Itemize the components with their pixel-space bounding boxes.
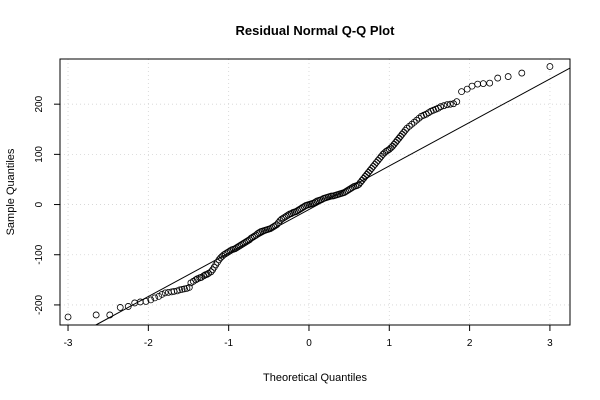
data-point: [368, 165, 376, 172]
data-point: [393, 136, 401, 144]
data-point: [142, 298, 150, 305]
data-point: [328, 192, 335, 200]
data-point: [318, 196, 326, 203]
chart-title: Residual Normal Q-Q Plot: [236, 23, 396, 38]
data-point: [376, 154, 384, 162]
data-point: [106, 311, 114, 319]
data-point: [192, 276, 200, 284]
data-point: [300, 203, 308, 210]
data-point: [185, 283, 193, 291]
x-tick-label: -2: [144, 338, 153, 349]
x-tick-label: -3: [64, 338, 73, 349]
data-point: [151, 294, 159, 302]
data-point: [390, 140, 398, 148]
data-point: [365, 169, 372, 176]
data-point: [415, 114, 423, 122]
data-point: [440, 102, 448, 110]
data-point: [479, 80, 487, 87]
data-point: [392, 138, 400, 146]
data-points: [64, 63, 554, 321]
data-point: [116, 304, 124, 311]
data-point: [64, 313, 72, 321]
data-point: [369, 163, 377, 170]
data-point: [486, 79, 494, 87]
grid: [60, 59, 570, 325]
y-tick-label: 0: [34, 201, 45, 207]
data-point: [176, 286, 184, 294]
data-point: [546, 63, 554, 70]
data-point: [401, 126, 409, 134]
data-point: [147, 296, 155, 304]
data-point: [371, 160, 379, 168]
data-point: [405, 122, 413, 130]
data-point: [255, 229, 263, 237]
x-axis-label: Theoretical Quantiles: [263, 372, 367, 384]
data-point: [463, 85, 471, 93]
y-tick-label: 200: [34, 95, 45, 112]
data-point: [363, 171, 371, 178]
x-tick-label: 1: [387, 338, 393, 349]
data-point: [181, 285, 188, 293]
x-tick-label: 2: [467, 338, 473, 349]
data-point: [400, 128, 408, 136]
data-point: [312, 198, 319, 206]
data-point: [207, 268, 215, 276]
data-point: [453, 98, 461, 106]
data-point: [395, 134, 403, 142]
data-point: [92, 311, 100, 319]
data-point: [374, 156, 382, 164]
data-point: [348, 184, 356, 191]
data-point: [158, 290, 166, 298]
x-tick-label: 3: [547, 338, 553, 349]
y-tick-label: -100: [34, 244, 45, 264]
tick-labels: -3 -2 -1 0 1 2 3 -200 -100 0 100 200: [34, 95, 553, 349]
data-point: [518, 69, 526, 77]
data-point: [474, 80, 482, 88]
data-point: [504, 73, 512, 80]
data-point: [377, 152, 385, 160]
data-point: [408, 120, 416, 128]
data-point: [410, 118, 418, 126]
data-point: [226, 247, 234, 255]
x-tick-label: 0: [306, 338, 312, 349]
data-point: [398, 130, 406, 138]
data-point: [437, 103, 445, 111]
data-point: [124, 303, 132, 310]
y-tick-label: -200: [34, 294, 45, 314]
y-axis-label: Sample Quantiles: [5, 148, 17, 235]
data-point: [413, 116, 420, 124]
y-tick-label: 100: [34, 146, 45, 163]
data-point: [403, 124, 411, 132]
data-point: [446, 100, 454, 108]
axis-ticks: [54, 103, 551, 331]
data-point: [178, 285, 186, 293]
data-point: [366, 167, 374, 174]
data-point: [397, 132, 404, 140]
data-point: [468, 82, 476, 90]
data-point: [494, 74, 502, 82]
plot-frame: [59, 58, 571, 326]
data-point: [458, 88, 465, 96]
data-point: [287, 210, 295, 217]
data-point: [443, 101, 451, 109]
data-point: [373, 158, 380, 166]
x-tick-label: -1: [224, 338, 233, 349]
data-point: [161, 289, 169, 297]
